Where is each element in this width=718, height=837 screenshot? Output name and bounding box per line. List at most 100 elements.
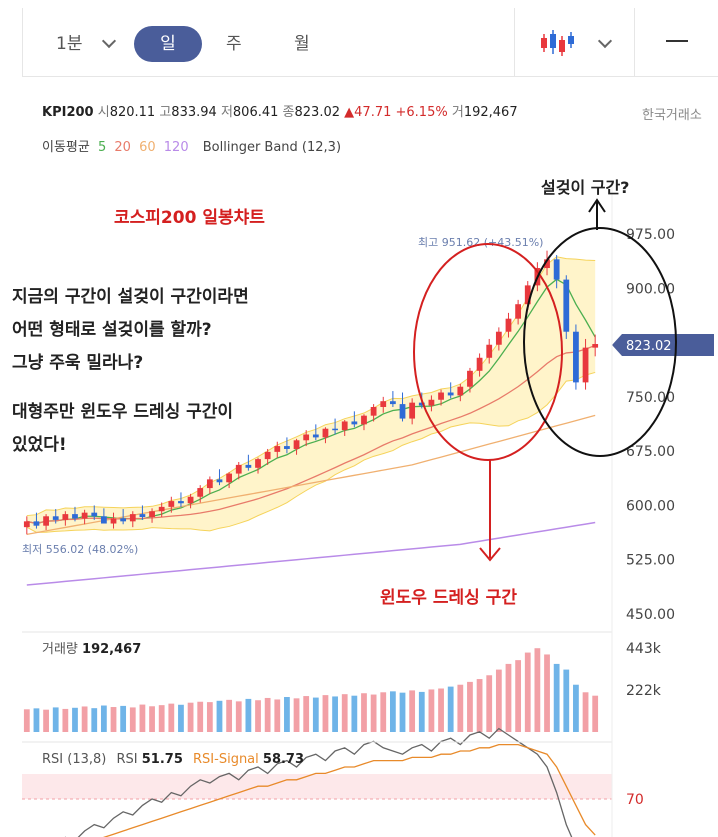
volume-bar xyxy=(158,705,165,732)
candle-body xyxy=(110,518,117,524)
candle-body xyxy=(399,404,406,419)
volume-bar xyxy=(100,705,107,732)
candle-body xyxy=(515,304,522,319)
volume-bar xyxy=(206,702,213,732)
hamburger-icon[interactable] xyxy=(666,40,688,42)
tab-week[interactable]: 주 xyxy=(226,34,242,54)
y-tick-label: 975.00 xyxy=(626,227,675,243)
volume-bar xyxy=(303,696,310,732)
candle-body xyxy=(303,434,310,441)
red-circle-annotation xyxy=(413,243,563,461)
rsi-signal-label: RSI-Signal xyxy=(193,752,259,767)
candle-body xyxy=(91,512,98,517)
candle-body xyxy=(312,434,319,438)
volume-bar xyxy=(447,686,454,732)
volume-bar xyxy=(129,707,136,732)
volume-bar xyxy=(197,701,204,732)
volume-bar xyxy=(322,695,329,732)
close-value: 823.02 xyxy=(294,105,341,120)
candle-body xyxy=(178,501,184,504)
candle-body xyxy=(129,514,136,522)
volume-bar xyxy=(563,669,570,732)
candle-body xyxy=(370,406,377,416)
ma120-line xyxy=(26,521,596,586)
question-line-2: 어떤 형태로 설겆이를 할까? xyxy=(12,320,212,340)
candle-body xyxy=(274,446,281,452)
volume-bar xyxy=(274,699,281,732)
open-value: 820.11 xyxy=(109,105,156,120)
candle-body xyxy=(476,357,483,371)
volume-bar xyxy=(43,709,49,732)
volume-bar xyxy=(293,698,300,732)
rsi-panel-header: RSI (13,8) RSI 51.75 RSI-Signal 58.73 xyxy=(42,752,304,767)
volume-bar xyxy=(418,691,425,732)
y-tick-label: 900.00 xyxy=(626,281,675,297)
candle-body xyxy=(467,370,473,387)
candle-body xyxy=(100,516,107,524)
candle-body xyxy=(120,518,127,522)
volume-bar xyxy=(284,697,290,732)
volume-panel-value: 192,467 xyxy=(82,642,142,657)
window-dressing-annotation: 윈도우 드레싱 구간 xyxy=(380,588,517,608)
candle-body xyxy=(284,446,290,449)
arrow-head xyxy=(588,198,606,213)
low-value: 806.41 xyxy=(232,105,279,120)
candle-body xyxy=(495,331,502,345)
tab-day[interactable]: 일 xyxy=(134,26,202,62)
y-tick-label: 750.00 xyxy=(626,390,675,406)
interval-minute-selector[interactable]: 1분 xyxy=(56,34,83,54)
candle-body xyxy=(139,514,146,518)
rsi-line xyxy=(64,727,573,837)
divider xyxy=(514,8,515,76)
candle-body xyxy=(245,464,252,468)
y-tick-label: 675.00 xyxy=(626,444,675,460)
symbol: KPI200 xyxy=(42,105,94,120)
volume-bar xyxy=(351,695,358,732)
volume-bar xyxy=(592,695,599,732)
candle-body xyxy=(33,521,40,526)
volume-tick-label: 222k xyxy=(626,683,662,699)
volume-bar xyxy=(187,702,194,732)
candle-body xyxy=(592,344,599,348)
volume-bar xyxy=(361,693,367,732)
rsi-signal-line xyxy=(103,743,596,837)
candle-body xyxy=(418,402,425,406)
candle-body xyxy=(264,451,271,460)
candle-body xyxy=(428,399,435,406)
volume-bar xyxy=(486,675,493,732)
volume-bar xyxy=(534,648,541,732)
volume-bar xyxy=(72,707,78,732)
indicator-legend[interactable]: 이동평균 5 20 60 120 Bollinger Band (12,3) xyxy=(42,136,345,155)
y-tick-label: 450.00 xyxy=(626,607,675,623)
candlestick-icon[interactable] xyxy=(540,28,574,58)
candle-body xyxy=(553,259,560,280)
last-price-label: 823.02 xyxy=(626,339,672,354)
rsi-label: RSI xyxy=(116,752,138,767)
interval-toolbar: 1분 일 주 월 xyxy=(22,8,718,77)
question-line-1: 지금의 구간이 설겆이 구간이라면 xyxy=(12,287,249,307)
volume-bar xyxy=(553,663,560,732)
dishwashing-annotation: 설겆이 구간? xyxy=(541,178,630,197)
black-circle-annotation xyxy=(523,227,677,457)
candle-body xyxy=(197,488,204,497)
candle-body xyxy=(149,511,155,518)
volume-bar xyxy=(573,684,579,732)
note-line-1: 대형주만 윈도우 드레싱 구간이 xyxy=(12,402,234,422)
volume-bar xyxy=(264,697,271,732)
ma20-label: 20 xyxy=(114,140,131,155)
candle-body xyxy=(52,516,59,520)
candle-body xyxy=(524,285,531,305)
volume-bar xyxy=(139,704,146,732)
divider xyxy=(22,8,23,76)
candle-body xyxy=(582,347,589,383)
volume-bar xyxy=(505,663,512,732)
rsi-signal-value: 58.73 xyxy=(262,752,305,767)
close-label: 종 xyxy=(282,105,295,120)
volume-bar xyxy=(332,696,338,732)
divider xyxy=(634,8,635,76)
volume-bar xyxy=(438,688,444,732)
volume-bar xyxy=(33,708,40,732)
tab-month[interactable]: 월 xyxy=(294,34,310,54)
candle-body xyxy=(447,392,454,396)
